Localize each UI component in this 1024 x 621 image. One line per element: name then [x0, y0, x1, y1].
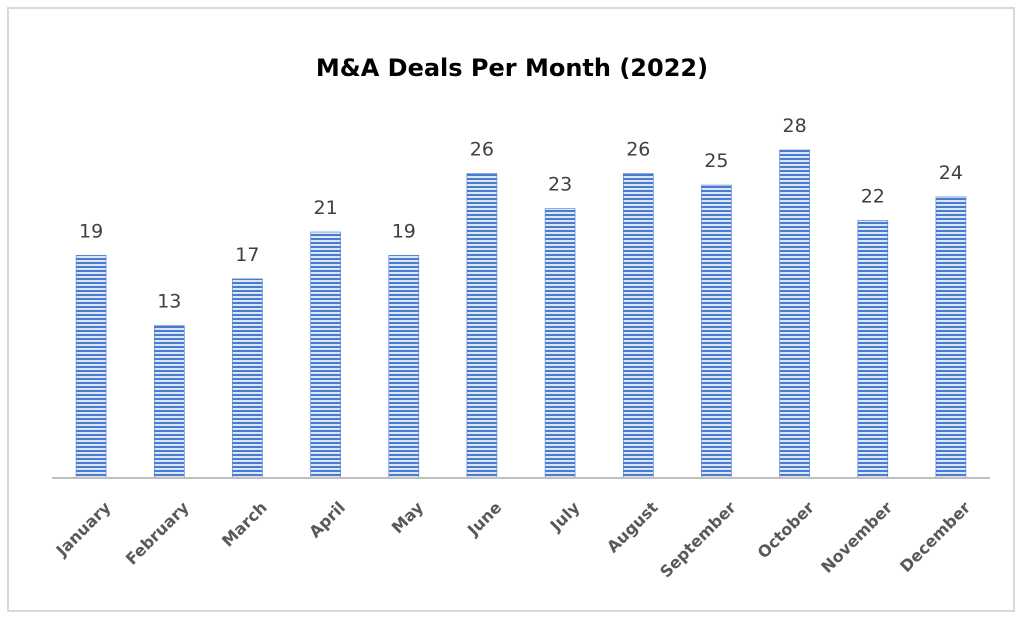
x-tick-label-june: June: [463, 498, 505, 540]
bar-november: [857, 220, 889, 479]
bar-august: [622, 173, 654, 479]
data-label-may: 19: [392, 220, 416, 242]
bar-april: [310, 231, 341, 479]
data-label-july: 23: [548, 174, 572, 196]
x-tick-label-august: August: [603, 498, 662, 557]
data-label-june: 26: [470, 138, 494, 160]
x-tick-label-may: May: [388, 497, 428, 537]
x-tick-label-december: December: [896, 498, 974, 576]
x-tick-label-september: September: [656, 498, 740, 582]
x-tick-label-february: February: [122, 497, 193, 568]
bar-march: [232, 278, 263, 479]
data-label-february: 13: [157, 291, 181, 313]
data-label-march: 17: [235, 244, 259, 266]
chart-title: M&A Deals Per Month (2022): [316, 54, 708, 82]
bar-september: [701, 184, 732, 479]
data-label-august: 26: [626, 138, 650, 160]
data-labels-group: 19 13 17 21 19 26 23 26 25 28 22 24: [79, 115, 963, 313]
data-label-november: 22: [861, 185, 885, 207]
x-tick-label-april: April: [305, 498, 349, 542]
bars-group: [75, 149, 967, 479]
data-label-april: 21: [314, 197, 338, 219]
x-tick-labels-group: January February March April May June July Augu…: [52, 497, 975, 581]
bar-february: [154, 325, 185, 479]
x-tick-label-january: January: [52, 497, 115, 560]
x-tick-label-november: November: [817, 498, 896, 577]
data-label-october: 28: [783, 115, 807, 137]
x-tick-label-october: October: [754, 498, 818, 562]
bar-december: [935, 196, 967, 479]
data-label-december: 24: [939, 162, 963, 184]
bar-january: [75, 255, 107, 479]
data-label-september: 25: [704, 150, 728, 172]
bar-june: [466, 173, 498, 479]
bar-july: [544, 208, 576, 479]
x-tick-label-july: July: [546, 497, 584, 535]
x-tick-label-march: March: [218, 498, 271, 551]
chart-frame: [7, 7, 1015, 612]
data-label-january: 19: [79, 220, 103, 242]
bar-october: [779, 149, 810, 479]
bar-may: [388, 255, 420, 479]
